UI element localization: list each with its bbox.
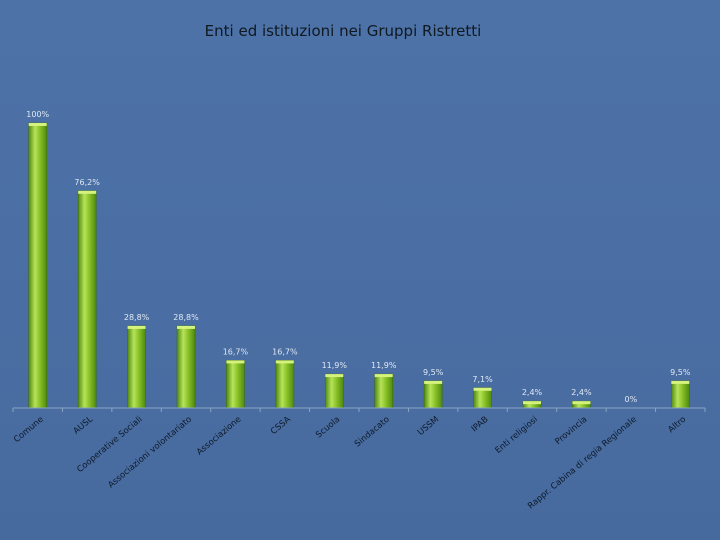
data-label-2: 76,2% — [74, 178, 100, 187]
bar-top-highlight — [523, 401, 541, 405]
bar-top-highlight — [78, 190, 97, 194]
bar-7 — [324, 373, 344, 409]
data-label-9: 9,5% — [423, 368, 444, 377]
category-label-8: Sindacato — [353, 415, 392, 450]
data-label-3: 28,8% — [124, 313, 150, 322]
category-label-7: Scuola — [314, 415, 342, 441]
bar-top-highlight — [226, 360, 245, 364]
data-label-10: 7,1% — [472, 375, 493, 384]
data-label-7: 11,9% — [322, 361, 348, 370]
bar-3 — [127, 325, 146, 409]
data-label-6: 16,7% — [272, 347, 298, 356]
data-label-11: 2,4% — [522, 388, 543, 397]
category-label-14: Altro — [666, 415, 688, 436]
bar-top-highlight — [28, 123, 47, 126]
data-label-4: 28,8% — [173, 313, 199, 322]
bar-4 — [176, 325, 196, 409]
bar-5 — [226, 360, 245, 409]
category-label-1: Comune — [12, 415, 46, 445]
bar-8 — [374, 373, 394, 409]
bar-1 — [28, 122, 48, 409]
bar-top-highlight — [424, 380, 443, 384]
data-label-12: 2,4% — [571, 388, 592, 397]
bar-top-highlight — [473, 387, 492, 391]
category-label-13: Rappr. Cabina di regia Regionale — [526, 415, 639, 512]
chart-title: Enti ed istituzioni nei Gruppi Ristretti — [204, 22, 482, 40]
bar-9 — [423, 380, 443, 409]
data-label-8: 11,9% — [371, 361, 397, 370]
category-label-10: IPAB — [470, 415, 491, 435]
bar-top-highlight — [572, 401, 591, 405]
data-label-1: 100% — [26, 110, 49, 119]
category-label-4: Associazioni volontariato — [106, 415, 194, 491]
data-label-13: 0% — [625, 395, 638, 404]
bar-10 — [473, 387, 492, 409]
category-label-9: USSM — [416, 415, 441, 438]
category-label-12: Provincia — [553, 415, 589, 447]
bar-top-highlight — [671, 380, 690, 384]
bar-top-highlight — [275, 360, 294, 364]
data-label-14: 9,5% — [670, 368, 691, 377]
category-label-11: Enti religiosi — [494, 415, 540, 456]
bar-top-highlight — [374, 374, 393, 378]
bar-6 — [275, 360, 295, 409]
category-label-6: CSSA — [269, 415, 293, 437]
bar-top-highlight — [177, 325, 195, 329]
bar-top-highlight — [325, 374, 344, 378]
category-label-5: Associazione — [195, 415, 243, 458]
data-label-5: 16,7% — [223, 347, 249, 356]
bar-2 — [77, 190, 97, 409]
bar-top-highlight — [127, 325, 146, 329]
category-label-2: AUSL — [72, 414, 96, 436]
bar-14 — [670, 380, 690, 409]
